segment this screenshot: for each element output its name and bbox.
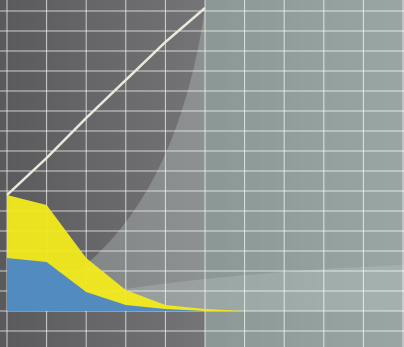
shaded-wedge	[7, 8, 205, 311]
marks	[6, 7, 403, 311]
shaded-region	[205, 0, 404, 347]
area	[7, 258, 403, 311]
area	[7, 195, 403, 311]
line	[6, 7, 206, 196]
